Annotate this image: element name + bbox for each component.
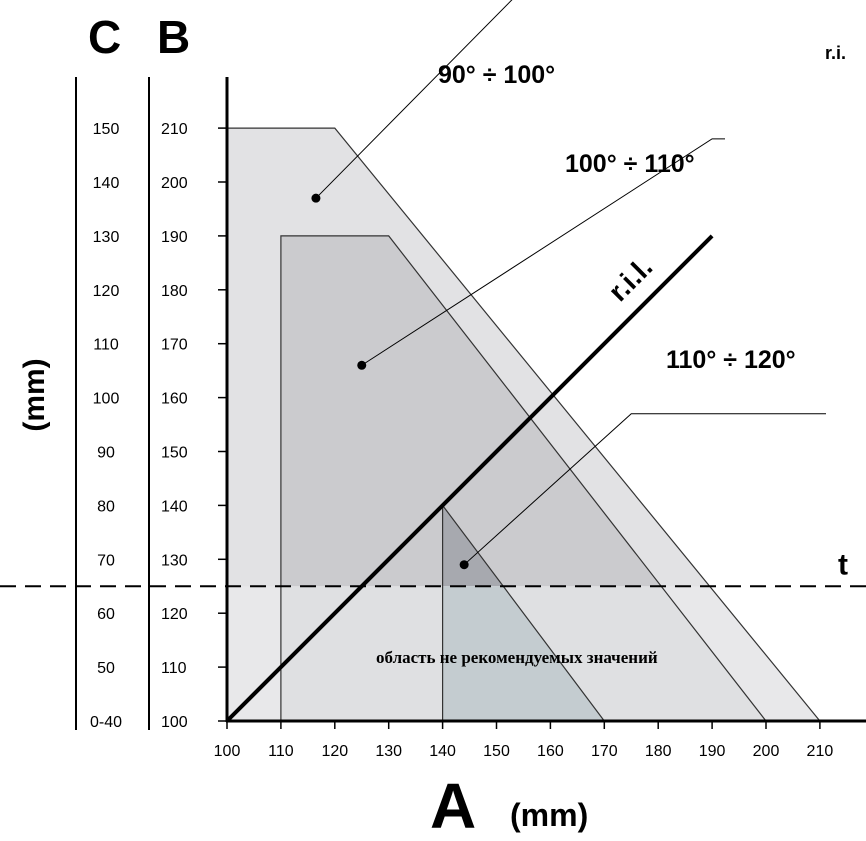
callout-leader xyxy=(463,413,826,566)
c-tick-label: 110 xyxy=(93,337,119,354)
not-recommended-note: область не рекомендуемых значений xyxy=(376,648,658,667)
c-tick-label: 150 xyxy=(93,121,120,138)
c-tick-label: 100 xyxy=(93,391,120,408)
b-axis-letter: B xyxy=(157,11,190,63)
b-tick-label: 210 xyxy=(161,121,188,138)
x-axis-ticks: 100 110 120 130 140 150 160 170 180 190 200 210 xyxy=(214,721,834,760)
axes xyxy=(75,77,866,730)
range-callouts: 90° ÷ 100° 100° ÷ 110° 110° ÷ 120° xyxy=(311,0,826,570)
x-tick-label: 170 xyxy=(591,743,618,760)
b-tick-label: 180 xyxy=(161,283,188,300)
c-tick-label: 140 xyxy=(93,175,120,192)
x-tick-label: 110 xyxy=(268,743,294,760)
c-tick-label: 130 xyxy=(93,229,120,246)
x-tick-label: 130 xyxy=(375,743,402,760)
callout-leader xyxy=(361,138,725,366)
x-tick-label: 210 xyxy=(807,743,834,760)
b-tick-label: 140 xyxy=(161,498,188,515)
series-label: 100° ÷ 110° xyxy=(565,150,695,178)
c-axis-ticks: 0-40 50 60 70 80 90 100 110 120 130 140 150 xyxy=(90,121,122,731)
b-axis-ticks: 100 110 120 130 140 150 160 170 180 190 200 210 xyxy=(161,121,227,731)
x-tick-label: 190 xyxy=(699,743,726,760)
c-tick-label: 90 xyxy=(97,445,115,462)
c-tick-label: 120 xyxy=(93,283,120,300)
x-tick-label: 160 xyxy=(537,743,564,760)
x-axis-unit: (mm) xyxy=(510,797,588,833)
c-axis-letter: C xyxy=(88,11,121,63)
threshold-label: t xyxy=(838,548,848,581)
ril-line-stroke xyxy=(225,234,714,723)
corner-label: r.i. xyxy=(825,43,846,63)
c-tick-label: 70 xyxy=(97,552,115,569)
series-label: 110° ÷ 120° xyxy=(666,346,796,374)
b-tick-label: 170 xyxy=(161,337,188,354)
b-tick-label: 120 xyxy=(161,606,188,623)
not-recommended-region xyxy=(227,586,820,721)
x-axis-letter: A xyxy=(430,770,476,841)
region-outline-2 xyxy=(280,235,767,722)
callout-leader xyxy=(315,0,513,199)
b-tick-label: 110 xyxy=(161,660,187,677)
x-tick-label: 200 xyxy=(753,743,780,760)
x-tick-label: 180 xyxy=(645,743,672,760)
x-tick-label: 140 xyxy=(429,743,456,760)
b-tick-label: 130 xyxy=(161,552,188,569)
x-tick-label: 120 xyxy=(321,743,348,760)
b-tick-label: 160 xyxy=(161,391,188,408)
b-tick-label: 150 xyxy=(161,445,188,462)
c-tick-label: 50 xyxy=(97,660,115,677)
x-tick-label: 150 xyxy=(483,743,510,760)
x-tick-label: 100 xyxy=(214,743,241,760)
y-axis-unit: (mm) xyxy=(18,358,51,431)
c-tick-label: 60 xyxy=(97,606,115,623)
lower-region-3 xyxy=(442,586,605,721)
c-tick-label: 0-40 xyxy=(90,714,122,731)
b-tick-label: 190 xyxy=(161,229,188,246)
b-tick-label: 200 xyxy=(161,175,188,192)
b-tick-label: 100 xyxy=(161,714,188,731)
c-tick-label: 80 xyxy=(97,498,115,515)
series-label: 90° ÷ 100° xyxy=(438,61,555,89)
threshold-line: t xyxy=(0,548,866,588)
